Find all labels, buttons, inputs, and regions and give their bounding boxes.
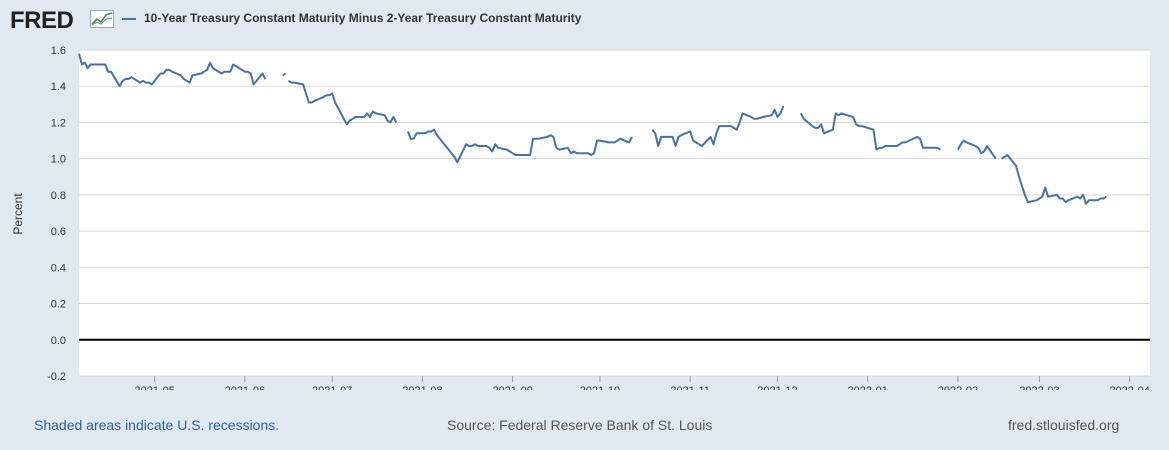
- x-tick-label: 2022-01: [848, 385, 888, 390]
- x-tick-label: 2021-07: [312, 385, 352, 390]
- y-tick-label: 1.2: [51, 117, 66, 129]
- x-tick-label: 2022-04: [1109, 385, 1149, 390]
- series-segment[interactable]: [406, 128, 633, 164]
- chart-header: FRED 10-Year Treasury Constant Maturity …: [0, 0, 1169, 40]
- x-tick-label: 2021-08: [402, 385, 442, 390]
- recession-note-link[interactable]: Shaded areas indicate U.S. recessions.: [34, 417, 280, 433]
- y-tick-label: 0.2: [51, 299, 66, 311]
- site-link[interactable]: fred.stlouisfed.org: [1008, 417, 1120, 433]
- x-tick-label: 2021-11: [670, 385, 710, 390]
- y-axis: -0.2 0.0 0.2 0.4 0.6 0.8 1.0 1.2 1.4 1.6: [47, 45, 66, 383]
- x-tick-label: 2021-09: [492, 385, 532, 390]
- series-segment[interactable]: [651, 105, 785, 147]
- x-tick-label: 2022-03: [1019, 385, 1059, 390]
- chart[interactable]: -0.20.00.20.40.60.81.01.21.41.6 2021-052…: [0, 38, 1169, 390]
- y-tick-label: 1.4: [51, 81, 66, 93]
- series-segment[interactable]: [799, 112, 942, 151]
- y-axis-label: Percent: [11, 193, 25, 235]
- y-tick-label: 0.0: [51, 335, 66, 347]
- y-tick-label: -0.2: [47, 371, 66, 383]
- legend-swatch: [122, 18, 136, 20]
- gridlines: [79, 49, 1150, 377]
- series-segment[interactable]: [78, 53, 267, 88]
- x-tick-label: 2021-05: [134, 385, 174, 390]
- x-tick-label: 2021-06: [225, 385, 265, 390]
- source-text: Source: Federal Reserve Bank of St. Loui…: [447, 417, 713, 433]
- y-tick-label: 0.6: [51, 226, 66, 238]
- x-tick-label: 2022-02: [938, 385, 978, 390]
- x-axis: 2021-05 2021-06 2021-07 2021-08 2021-09 2021-…: [134, 376, 1150, 390]
- y-tick-label: 1.6: [51, 45, 66, 57]
- plot-area: [79, 50, 1150, 376]
- series-segment[interactable]: [957, 139, 997, 160]
- y-tick-label: 0.4: [51, 262, 66, 274]
- line-chart-icon: [90, 10, 114, 28]
- y-tick-label: 0.8: [51, 190, 66, 202]
- fred-logo[interactable]: FRED: [10, 7, 74, 34]
- series-segment[interactable]: [1001, 154, 1107, 205]
- series-segment[interactable]: [282, 72, 287, 77]
- series-line[interactable]: [78, 53, 1107, 205]
- series-segment[interactable]: [287, 79, 398, 126]
- y-tick-label: 1.0: [51, 154, 66, 166]
- x-tick-label: 2021-12: [757, 385, 797, 390]
- legend-label: 10-Year Treasury Constant Maturity Minus…: [144, 11, 582, 25]
- x-tick-label: 2021-10: [580, 385, 620, 390]
